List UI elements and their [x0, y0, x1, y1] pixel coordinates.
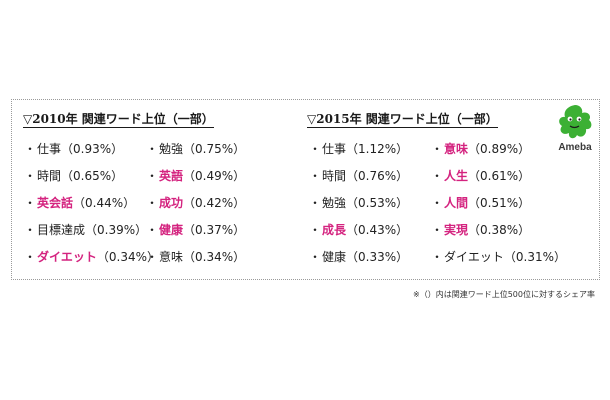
keyword-item: ・成功（0.42%）	[146, 194, 245, 221]
keyword-item: ・仕事（0.93%）	[24, 140, 159, 167]
keyword-item: ・時間（0.76%）	[309, 167, 408, 194]
bullet-mark: ・	[24, 169, 37, 183]
keyword-item: ・ダイエット（0.34%）	[24, 248, 159, 275]
bullet-mark: ・	[146, 223, 159, 237]
keyword-item: ・ダイエット（0.31%）	[431, 248, 566, 275]
bullet-mark: ・	[309, 142, 322, 156]
keyword-share: （0.43%）	[346, 223, 409, 237]
keyword-word: 英語	[159, 169, 184, 183]
bullet-mark: ・	[309, 250, 322, 264]
keyword-share: （0.93%）	[61, 142, 124, 156]
keyword-word: 成功	[159, 196, 184, 210]
keyword-word: ダイエット	[37, 250, 97, 264]
keyword-word: 意味	[444, 142, 469, 156]
keyword-share: （0.31%）	[503, 250, 567, 264]
keyword-item: ・成長（0.43%）	[309, 221, 408, 248]
bullet-mark: ・	[431, 250, 444, 264]
keyword-share: （0.42%）	[183, 196, 246, 210]
bullet-mark: ・	[146, 169, 159, 183]
keyword-word: 人間	[444, 196, 469, 210]
keyword-item: ・時間（0.65%）	[24, 167, 159, 194]
keyword-list-2010-right: ・勉強（0.75%） ・英語（0.49%） ・成功（0.42%） ・健康（0.37%）…	[146, 140, 245, 275]
keyword-share: （0.75%）	[183, 142, 246, 156]
keyword-share: （0.49%）	[183, 169, 246, 183]
ameba-logo: Ameba	[551, 102, 599, 158]
keyword-share: （1.12%）	[346, 142, 409, 156]
keyword-item: ・人生（0.61%）	[431, 167, 566, 194]
keyword-item: ・健康（0.37%）	[146, 221, 245, 248]
keyword-item: ・勉強（0.75%）	[146, 140, 245, 167]
bullet-mark: ・	[431, 223, 444, 237]
heading-2010: ▽2010年 関連ワード上位（一部）	[23, 112, 214, 128]
bullet-mark: ・	[309, 169, 322, 183]
keyword-share: （0.33%）	[346, 250, 409, 264]
bullet-mark: ・	[431, 169, 444, 183]
keyword-item: ・仕事（1.12%）	[309, 140, 408, 167]
keyword-share: （0.38%）	[468, 223, 531, 237]
keyword-share: （0.34%）	[96, 250, 160, 264]
ameba-mascot-icon	[551, 102, 599, 142]
keyword-word: 目標達成	[37, 223, 86, 237]
keyword-item: ・勉強（0.53%）	[309, 194, 408, 221]
bullet-mark: ・	[146, 142, 159, 156]
keyword-item: ・実現（0.38%）	[431, 221, 566, 248]
keyword-word: 健康	[159, 223, 184, 237]
keyword-word: 成長	[322, 223, 347, 237]
bullet-mark: ・	[309, 196, 322, 210]
bullet-mark: ・	[24, 223, 37, 237]
bullet-mark: ・	[309, 223, 322, 237]
keyword-share: （0.44%）	[73, 196, 136, 210]
bullet-mark: ・	[24, 142, 37, 156]
keyword-share: （0.61%）	[468, 169, 531, 183]
keyword-share: （0.53%）	[346, 196, 409, 210]
bullet-mark: ・	[24, 196, 37, 210]
keyword-word: 意味	[159, 250, 184, 264]
bullet-mark: ・	[431, 196, 444, 210]
keyword-item: ・意味（0.34%）	[146, 248, 245, 275]
keyword-word: 時間	[37, 169, 62, 183]
keyword-word: 勉強	[159, 142, 184, 156]
keyword-share: （0.37%）	[183, 223, 246, 237]
keyword-list-2015-right: ・意味（0.89%） ・人生（0.61%） ・人間（0.51%） ・実現（0.38%）…	[431, 140, 566, 275]
keyword-item: ・英語（0.49%）	[146, 167, 245, 194]
keyword-list-2015-left: ・仕事（1.12%） ・時間（0.76%） ・勉強（0.53%） ・成長（0.43%）…	[309, 140, 408, 275]
keyword-item: ・英会話（0.44%）	[24, 194, 159, 221]
keyword-word: 勉強	[322, 196, 347, 210]
keyword-share: （0.34%）	[183, 250, 246, 264]
heading-2015: ▽2015年 関連ワード上位（一部）	[307, 112, 498, 128]
keyword-share: （0.76%）	[346, 169, 409, 183]
bullet-mark: ・	[146, 250, 159, 264]
keyword-item: ・健康（0.33%）	[309, 248, 408, 275]
ameba-logo-text: Ameba	[558, 142, 592, 153]
keyword-share: （0.39%）	[85, 223, 148, 237]
keyword-word: ダイエット	[444, 250, 504, 264]
keyword-share: （0.65%）	[61, 169, 124, 183]
footnote: ※（）内は関連ワード上位500位に対するシェア率	[413, 290, 595, 299]
keyword-word: 仕事	[37, 142, 62, 156]
keyword-word: 時間	[322, 169, 347, 183]
keyword-word: 仕事	[322, 142, 347, 156]
keyword-list-2010-left: ・仕事（0.93%） ・時間（0.65%） ・英会話（0.44%） ・目標達成（0.3…	[24, 140, 159, 275]
keyword-item: ・人間（0.51%）	[431, 194, 566, 221]
bullet-mark: ・	[24, 250, 37, 264]
keyword-word: 健康	[322, 250, 347, 264]
keyword-word: 英会話	[37, 196, 74, 210]
keyword-share: （0.51%）	[468, 196, 531, 210]
keyword-word: 実現	[444, 223, 469, 237]
keyword-share: （0.89%）	[468, 142, 531, 156]
bullet-mark: ・	[431, 142, 444, 156]
keyword-comparison-panel	[11, 99, 600, 280]
keyword-word: 人生	[444, 169, 469, 183]
keyword-item: ・意味（0.89%）	[431, 140, 566, 167]
bullet-mark: ・	[146, 196, 159, 210]
keyword-item: ・目標達成（0.39%）	[24, 221, 159, 248]
